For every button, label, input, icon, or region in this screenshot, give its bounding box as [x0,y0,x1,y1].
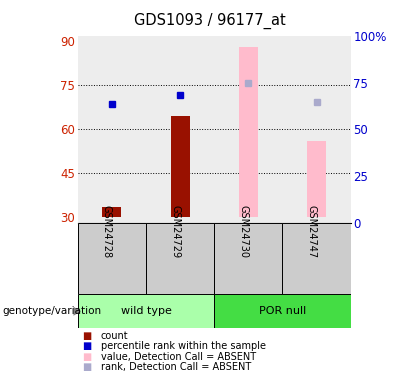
Bar [282,223,351,294]
Polygon shape [74,307,81,316]
Bar [78,36,146,223]
Text: GSM24730: GSM24730 [238,205,248,258]
Bar [283,36,351,223]
Bar [307,141,326,217]
Bar [214,223,282,294]
Text: POR null: POR null [259,306,306,316]
Bar [214,294,351,328]
Bar [146,36,214,223]
Text: rank, Detection Call = ABSENT: rank, Detection Call = ABSENT [101,362,251,372]
Bar [171,116,190,217]
Text: GSM24729: GSM24729 [170,205,180,258]
Text: GSM24747: GSM24747 [307,205,317,258]
Text: wild type: wild type [121,306,171,316]
Text: ■: ■ [82,362,91,372]
Text: GSM24728: GSM24728 [102,205,112,258]
Text: percentile rank within the sample: percentile rank within the sample [101,341,266,351]
Bar [146,223,214,294]
Bar [78,294,214,328]
Bar [239,47,258,217]
Text: genotype/variation: genotype/variation [2,306,101,316]
Text: count: count [101,331,129,340]
Text: ■: ■ [82,352,91,362]
Bar [78,223,146,294]
Text: value, Detection Call = ABSENT: value, Detection Call = ABSENT [101,352,256,362]
Bar [214,36,283,223]
Bar [102,207,121,217]
Text: GDS1093 / 96177_at: GDS1093 / 96177_at [134,13,286,29]
Text: ■: ■ [82,341,91,351]
Text: ■: ■ [82,331,91,340]
